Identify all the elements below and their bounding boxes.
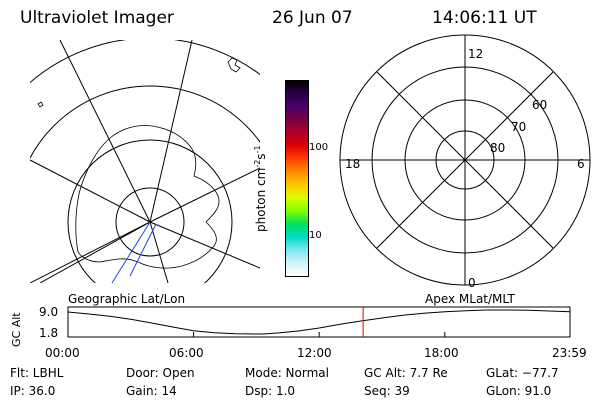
info-seq: Seq: 39 bbox=[364, 384, 410, 398]
instrument-title: Ultraviolet Imager bbox=[20, 8, 174, 28]
xtick-label-2: 12:00 bbox=[297, 346, 332, 360]
ytick-label-bottom: 1.8 bbox=[39, 326, 59, 340]
mlt-label-12: 12 bbox=[468, 47, 484, 61]
coastline bbox=[37, 57, 241, 269]
mlat-label-70: 70 bbox=[511, 120, 527, 134]
xtick-label-0: 00:00 bbox=[45, 346, 80, 360]
observation-time: 14:06:11 UT bbox=[432, 8, 537, 28]
lat-circle-60 bbox=[30, 85, 260, 160]
colorbar bbox=[285, 80, 309, 277]
info-ip: IP: 36.0 bbox=[10, 384, 56, 398]
info-door: Door: Open bbox=[126, 366, 195, 380]
info-flt: Flt: LBHL bbox=[10, 366, 64, 380]
info-gc-alt: GC Alt: 7.7 Re bbox=[364, 366, 448, 380]
info-mode: Mode: Normal bbox=[245, 366, 329, 380]
meridian-line bbox=[30, 159, 151, 223]
magnetic-label: Apex MLat/MLT bbox=[425, 292, 515, 306]
mlt-line-diag bbox=[376, 71, 554, 249]
ytick-label-top: 9.0 bbox=[39, 305, 59, 319]
mlt-label-6: 6 bbox=[577, 157, 585, 171]
meridian-line bbox=[149, 167, 260, 223]
altitude-series-line bbox=[67, 309, 571, 335]
info-glat: GLat: −77.7 bbox=[486, 366, 559, 380]
info-glon: GLon: 91.0 bbox=[486, 384, 552, 398]
colorbar-tick-10: 10 bbox=[309, 230, 322, 241]
colorbar-tick-100: 100 bbox=[309, 142, 329, 153]
info-dsp: Dsp: 1.0 bbox=[245, 384, 296, 398]
meridian-line bbox=[59, 40, 151, 223]
meridian-line bbox=[149, 221, 260, 269]
mlt-label-0: 0 bbox=[468, 276, 476, 290]
meridian-line bbox=[30, 221, 151, 283]
mlt-label-18: 18 bbox=[345, 157, 361, 171]
lat-circle-70 bbox=[67, 139, 233, 283]
lat-circle-80 bbox=[115, 187, 185, 257]
meridian-line bbox=[149, 221, 169, 283]
xtick-label-4: 23:59 bbox=[552, 346, 587, 360]
meridian-line bbox=[39, 221, 151, 283]
geographic-grid bbox=[30, 40, 260, 283]
mlat-label-80: 80 bbox=[490, 141, 506, 155]
xtick-label-1: 06:00 bbox=[169, 346, 204, 360]
terminator-lines bbox=[111, 221, 157, 283]
xtick-label-3: 18:00 bbox=[424, 346, 459, 360]
geographic-label: Geographic Lat/Lon bbox=[68, 292, 186, 306]
observation-date: 26 Jun 07 bbox=[272, 8, 353, 28]
mlat-label-60: 60 bbox=[532, 98, 548, 112]
info-gain: Gain: 14 bbox=[126, 384, 177, 398]
